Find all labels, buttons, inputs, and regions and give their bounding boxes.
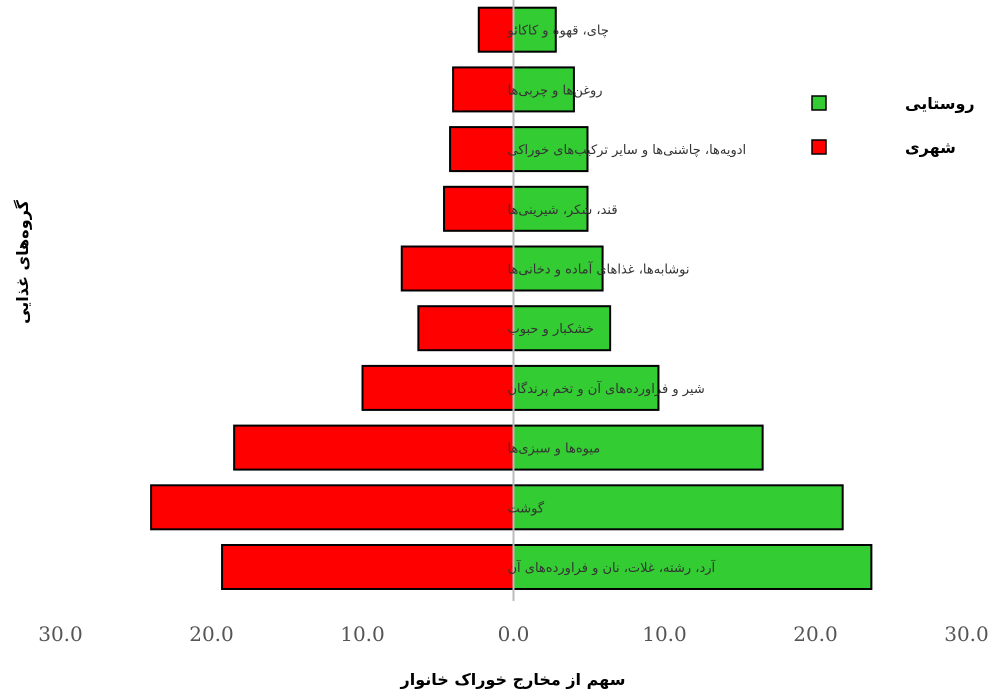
category-label: ادویه‌ها، چاشنی‌ها و سایر ترکیب‌های خورا… xyxy=(508,143,747,158)
category-label: خشکبار و حبوب xyxy=(508,322,594,337)
category-label: روغن‌ها و چربی‌ها xyxy=(508,83,603,98)
category-label: نوشابه‌ها، غذاهای آماده و دخانی‌ها xyxy=(508,261,690,278)
bar-urban xyxy=(452,66,515,113)
x-tick-label: 20.0 xyxy=(793,622,838,646)
legend-swatch xyxy=(811,95,827,111)
bar-urban xyxy=(221,544,515,590)
series-rural-bars xyxy=(512,6,873,590)
category-label: شیر و فراورده‌های آن و تخم پرندگان xyxy=(508,380,705,397)
bar-rural xyxy=(512,424,764,471)
bar-rural xyxy=(512,305,612,352)
x-tick-labels: 30.0 20.0 10.0 0.0 10.0 20.0 30.0 xyxy=(38,622,989,646)
bar-urban xyxy=(361,364,515,411)
category-labels: آرد، رشته، غلات، نان و فراورده‌های آن گوش… xyxy=(507,24,747,576)
bar-rural xyxy=(512,185,589,232)
legend: روستایی شهری xyxy=(811,94,975,157)
category-label: قند، شکر، شیرینی‌ها xyxy=(508,203,618,218)
x-tick-label: 0.0 xyxy=(498,622,530,646)
bar-urban xyxy=(449,126,515,173)
x-tick-label: 10.0 xyxy=(340,622,385,646)
x-tick-label: 10.0 xyxy=(642,622,687,646)
category-label: گوشت xyxy=(508,500,545,516)
legend-swatch xyxy=(811,139,827,155)
x-axis-title: سهم از مخارج خوراک خانوار xyxy=(400,670,626,689)
series-urban-bars xyxy=(150,6,515,590)
legend-label: شهری xyxy=(905,138,956,157)
x-tick-label: 30.0 xyxy=(944,622,989,646)
bar-urban xyxy=(150,484,515,531)
bar-urban xyxy=(400,245,515,292)
x-tick-label: 30.0 xyxy=(38,622,83,646)
bar-urban xyxy=(233,424,515,471)
category-label: چای، قهوه و کاکائو xyxy=(507,24,609,39)
bar-urban xyxy=(417,305,515,352)
x-tick-label: 20.0 xyxy=(189,622,234,646)
category-label: میوه‌ها و سبزی‌ها xyxy=(508,442,601,457)
y-axis-title: گروه‌های غذایی xyxy=(13,199,32,324)
category-label: آرد، رشته، غلات، نان و فراورده‌های آن xyxy=(508,559,717,576)
bar-urban xyxy=(443,185,515,232)
legend-label: روستایی xyxy=(905,94,975,113)
bar-rural xyxy=(512,484,844,531)
bar-rural xyxy=(512,364,660,411)
